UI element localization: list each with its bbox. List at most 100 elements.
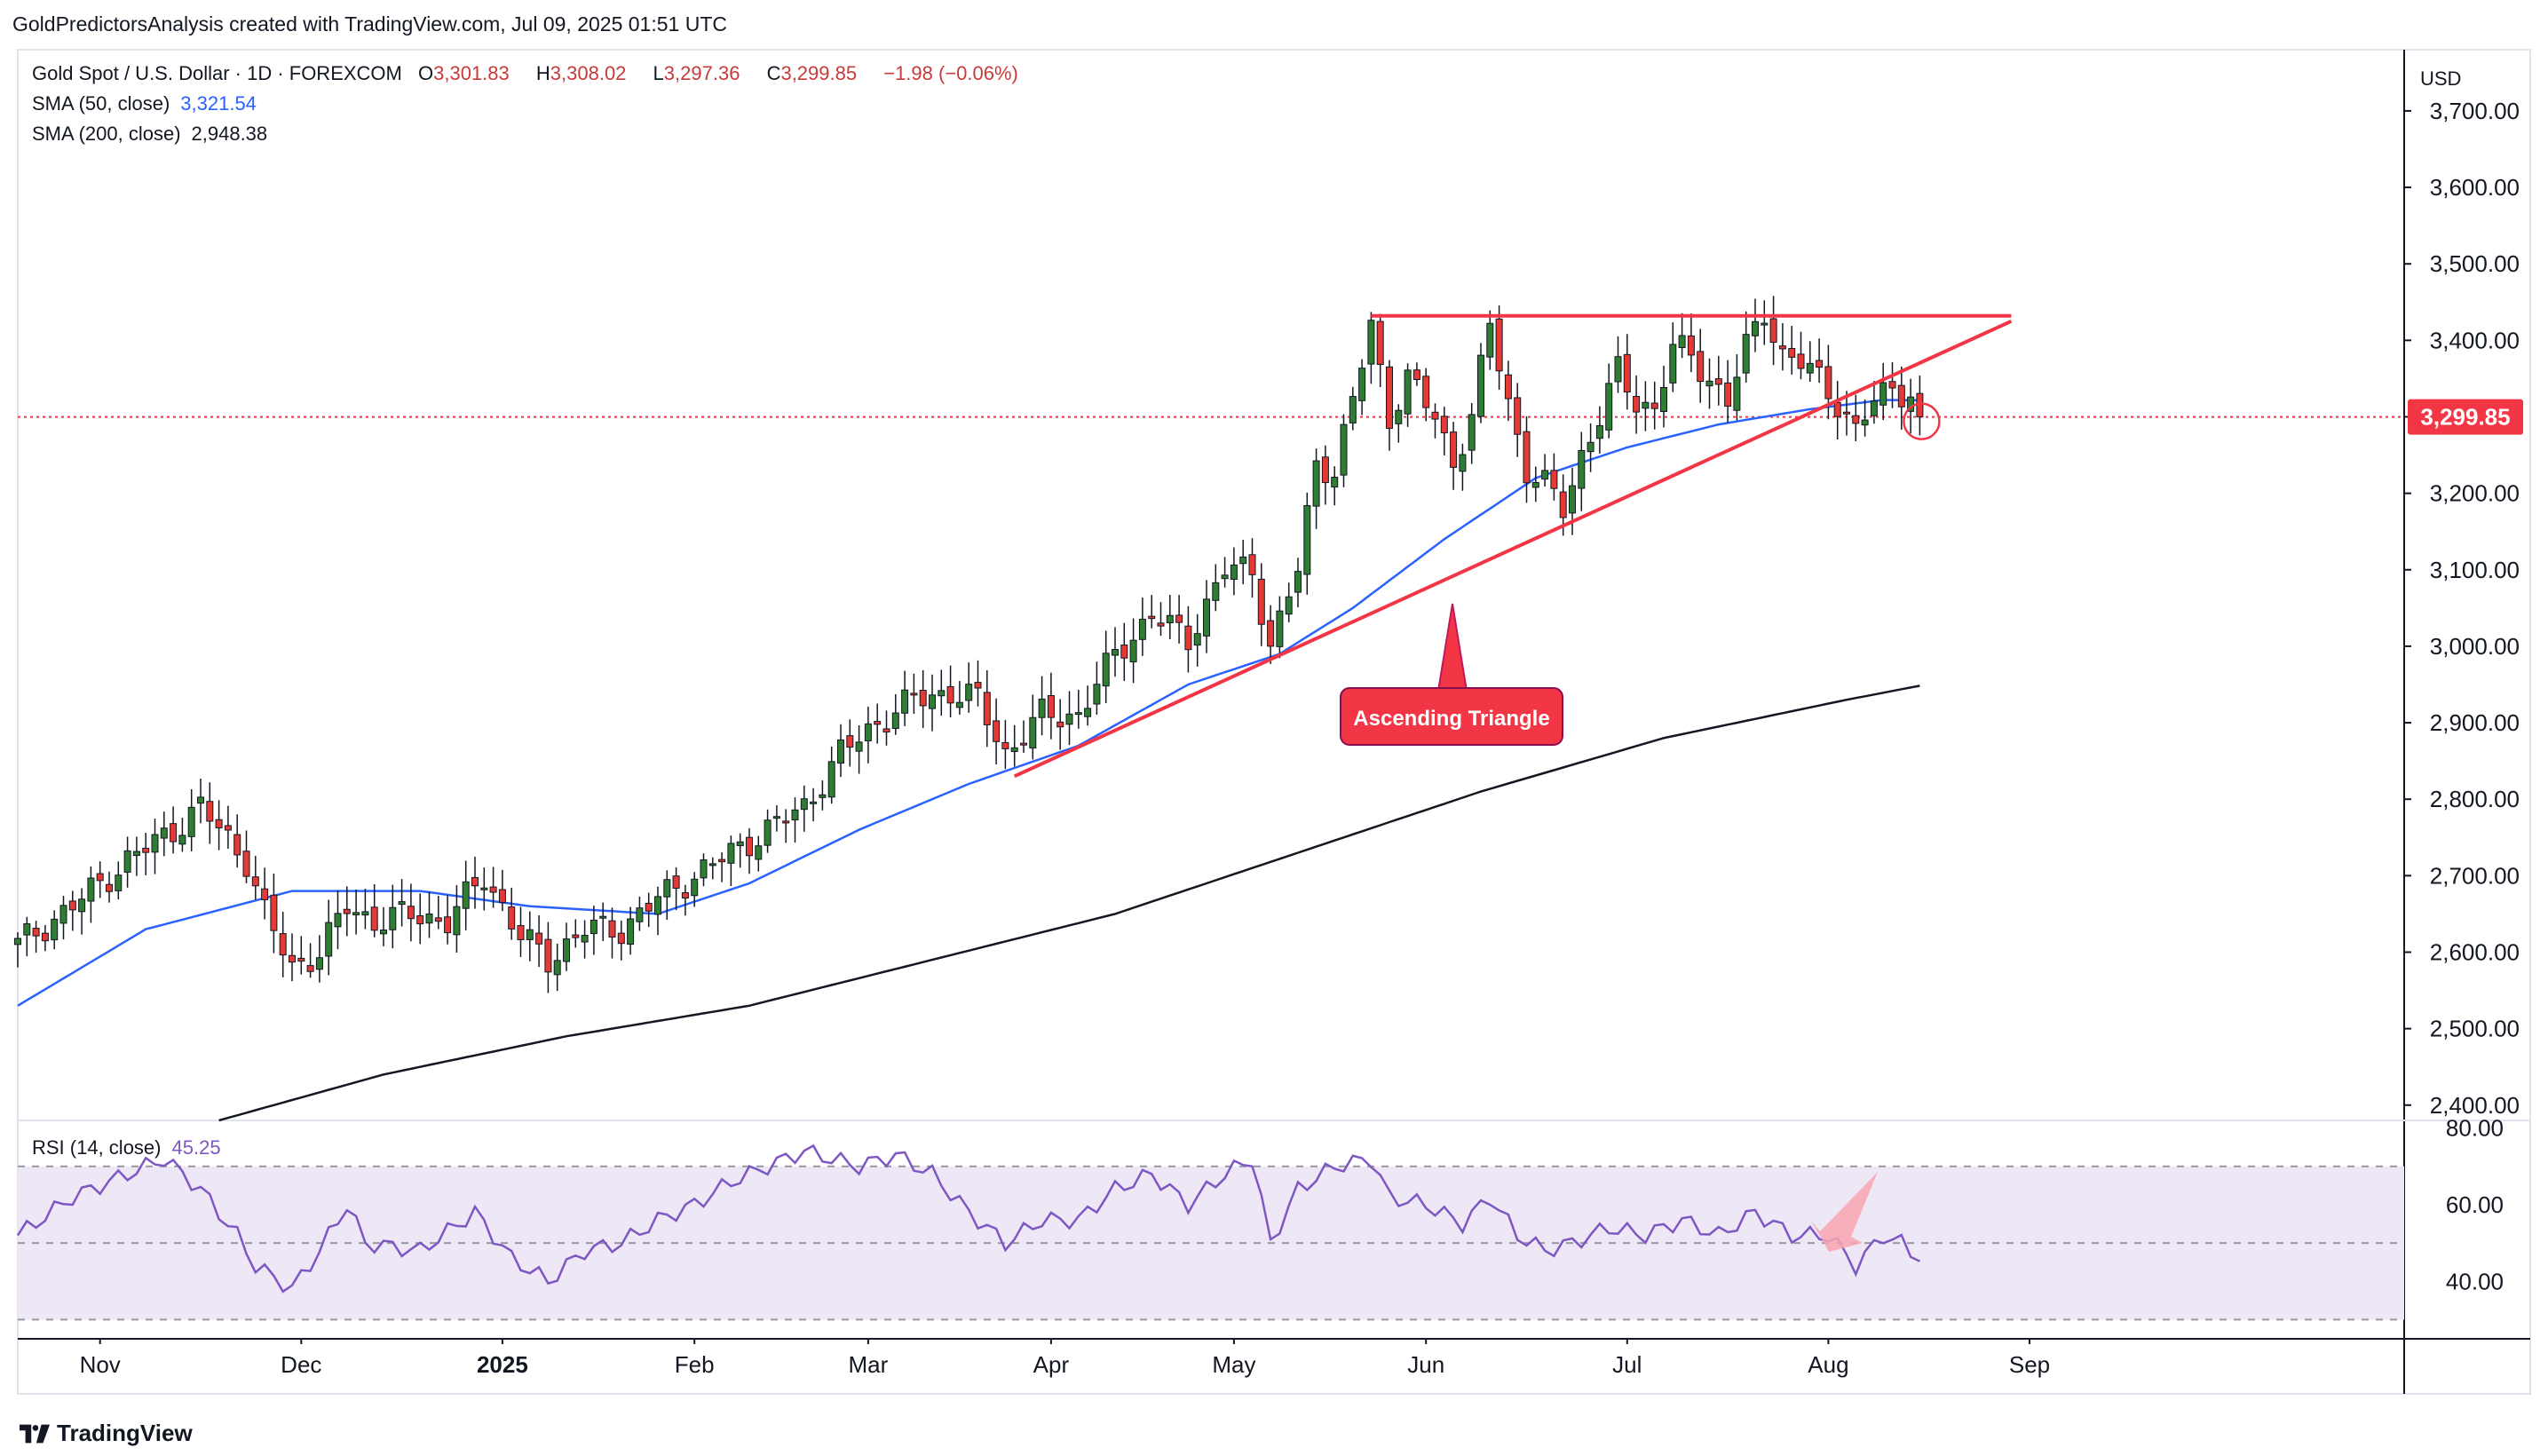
tradingview-logo-icon bbox=[20, 1424, 50, 1443]
candle-body bbox=[1468, 414, 1476, 451]
candle-body bbox=[782, 820, 790, 824]
candle-body bbox=[1733, 376, 1741, 411]
candle-body bbox=[791, 809, 799, 821]
price-axis[interactable]: 3,700.003,600.003,500.003,400.003,300.00… bbox=[2404, 98, 2520, 1119]
candle-body bbox=[297, 957, 305, 962]
candle-body bbox=[1404, 369, 1412, 415]
candle-body bbox=[1175, 614, 1183, 623]
candle-body bbox=[434, 917, 442, 922]
candle-body bbox=[846, 735, 854, 748]
time-tick-label: Aug bbox=[1808, 1351, 1848, 1378]
candle-body bbox=[1138, 618, 1146, 640]
candle-body bbox=[1093, 684, 1101, 705]
candle-body bbox=[1166, 614, 1174, 624]
candle-body bbox=[544, 938, 552, 973]
candle-body bbox=[41, 932, 49, 942]
rsi-tick-label: 60.00 bbox=[2446, 1191, 2504, 1218]
candle-body bbox=[1504, 374, 1512, 400]
high-key: H bbox=[535, 62, 550, 84]
candle-body bbox=[370, 906, 378, 931]
sma200-line bbox=[218, 684, 1920, 1122]
low-key: L bbox=[653, 62, 664, 84]
candle-body bbox=[1248, 554, 1256, 575]
candle-body bbox=[59, 905, 67, 924]
candle-body bbox=[800, 798, 808, 811]
rsi-legend[interactable]: RSI (14, close) 45.25 bbox=[32, 1136, 232, 1159]
candle-body bbox=[115, 874, 123, 891]
ascending-triangle-callout[interactable]: Ascending Triangle bbox=[1340, 603, 1563, 746]
candle-body bbox=[1047, 695, 1055, 718]
high-value: 3,308.02 bbox=[550, 62, 627, 84]
rsi-axis: 80.00 60.00 40.00 bbox=[2446, 1115, 2504, 1295]
candle-body bbox=[1761, 322, 1769, 326]
candle-body bbox=[1129, 639, 1137, 663]
candle-body bbox=[508, 906, 516, 930]
candle-body bbox=[1358, 368, 1366, 401]
candle-body bbox=[1257, 578, 1265, 625]
currency-label: USD bbox=[2420, 67, 2461, 90]
candle-body bbox=[746, 836, 753, 857]
tradingview-footer[interactable]: TradingView bbox=[20, 1420, 193, 1447]
candle-body bbox=[106, 883, 113, 892]
close-value: 3,299.85 bbox=[780, 62, 858, 84]
candle-body bbox=[1897, 384, 1905, 408]
candle-body bbox=[1742, 334, 1750, 374]
time-tick-label: Nov bbox=[80, 1351, 121, 1378]
candle-body bbox=[1459, 454, 1467, 472]
candle-body bbox=[965, 684, 973, 701]
symbol-legend[interactable]: Gold Spot / U.S. Dollar · 1D · FOREXCOM … bbox=[32, 62, 1029, 85]
candle-body bbox=[306, 965, 314, 972]
time-axis[interactable]: Nov Dec 2025 Feb Mar Apr May Jun Jul Aug Sep bbox=[80, 1339, 2051, 1378]
support-trendline[interactable] bbox=[1013, 319, 2013, 779]
sma200-legend[interactable]: SMA (200, close) 2,948.38 bbox=[32, 123, 278, 146]
candle-body bbox=[1303, 504, 1311, 575]
candle-body bbox=[389, 906, 397, 930]
candle-body bbox=[882, 728, 890, 733]
candle-body bbox=[910, 692, 918, 696]
candle-body bbox=[1541, 470, 1549, 480]
candle-body bbox=[599, 915, 607, 919]
candle-body bbox=[1714, 378, 1722, 385]
candle-body bbox=[645, 902, 653, 912]
candle-body bbox=[1212, 582, 1220, 601]
price-tick-label: 2,600.00 bbox=[2430, 938, 2520, 965]
callout-pointer bbox=[1436, 603, 1468, 692]
candle-body bbox=[78, 898, 86, 913]
candle-body bbox=[178, 835, 186, 845]
candle-body bbox=[1386, 366, 1393, 429]
attribution-text: GoldPredictorsAnalysis created with Trad… bbox=[12, 12, 727, 36]
price-tick-label: 3,600.00 bbox=[2430, 174, 2520, 201]
candle-body bbox=[251, 876, 259, 887]
candle-body bbox=[1816, 360, 1824, 368]
candle-body bbox=[1221, 574, 1229, 580]
candle-body bbox=[1888, 381, 1896, 389]
candle-body bbox=[681, 892, 689, 898]
candle-body bbox=[1193, 633, 1201, 646]
candle-body bbox=[590, 919, 597, 935]
candle-body bbox=[206, 801, 214, 822]
time-tick-label: 2025 bbox=[477, 1351, 528, 1378]
candle-body bbox=[1797, 353, 1805, 369]
candle-body bbox=[68, 900, 76, 911]
time-tick-label: Jul bbox=[1612, 1351, 1642, 1378]
candle-body bbox=[142, 847, 150, 853]
candle-body bbox=[563, 938, 570, 962]
candle-body bbox=[270, 894, 278, 931]
candle-body bbox=[1595, 424, 1603, 439]
sma50-legend[interactable]: SMA (50, close) 3,321.54 bbox=[32, 92, 267, 115]
candle-body bbox=[1395, 409, 1403, 424]
candle-body bbox=[325, 922, 333, 957]
candle-body bbox=[1148, 615, 1156, 620]
candle-body bbox=[772, 816, 780, 819]
time-tick-label: Sep bbox=[2009, 1351, 2050, 1378]
candle-body bbox=[462, 881, 470, 909]
candle-body bbox=[535, 932, 543, 945]
candle-body bbox=[1687, 335, 1695, 356]
symbol-name: Gold Spot / U.S. Dollar · 1D · FOREXCOM bbox=[32, 62, 402, 84]
candle-body bbox=[1422, 376, 1430, 408]
candle-body bbox=[361, 911, 369, 916]
candle-body bbox=[1331, 477, 1339, 488]
price-tick-label: 3,500.00 bbox=[2430, 250, 2520, 277]
candle-body bbox=[453, 906, 461, 936]
